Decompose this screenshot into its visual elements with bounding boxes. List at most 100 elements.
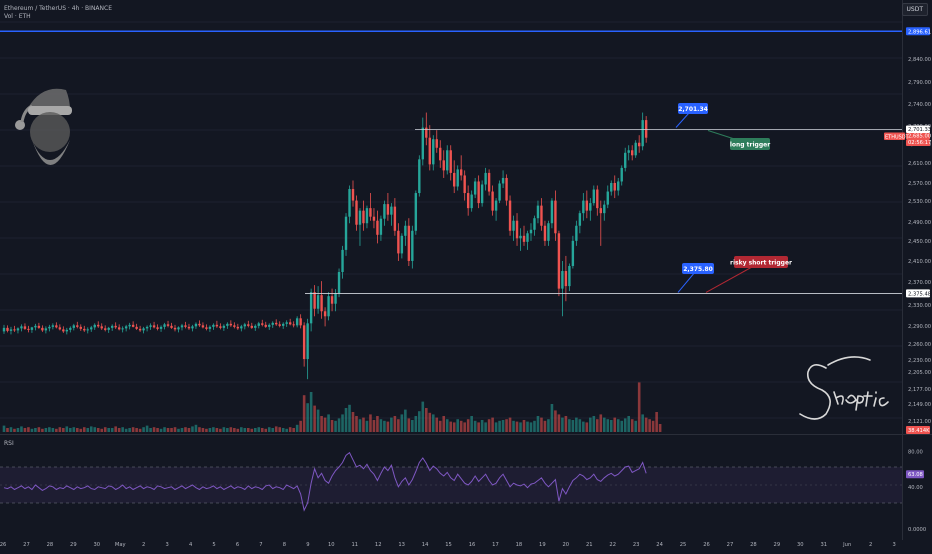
- volume-bar: [442, 416, 446, 432]
- volume-bar: [589, 417, 592, 432]
- short-price-callout-text: 2,375.80: [683, 266, 713, 273]
- volume-bar: [264, 428, 268, 432]
- time-axis-label: 13: [398, 542, 405, 548]
- candle: [603, 204, 606, 214]
- volume-bar: [358, 419, 362, 432]
- volume-bar: [536, 416, 540, 432]
- risky-short-trigger-callout: risky short trigger: [705, 256, 792, 293]
- candle: [250, 325, 253, 328]
- volume-bar: [561, 417, 564, 432]
- time-axis-label: 21: [586, 542, 593, 548]
- volume-tag-box: [906, 426, 930, 434]
- countdown-tag: 02:56:17: [906, 139, 931, 146]
- volume-bar: [27, 427, 30, 432]
- candle: [557, 233, 561, 289]
- volume-bar: [267, 427, 271, 432]
- time-axis-label: 5: [212, 542, 215, 548]
- candle: [9, 329, 13, 331]
- long-price-callout-text: 2,701.34: [678, 106, 708, 113]
- candle: [278, 324, 281, 326]
- long-trigger-callout-box: [730, 138, 770, 150]
- candle: [631, 150, 634, 156]
- candle: [13, 329, 16, 331]
- volume-bar: [219, 428, 222, 432]
- volume-bar: [435, 417, 439, 432]
- candle: [501, 177, 505, 184]
- time-axis-label: 26: [703, 542, 710, 548]
- volume-bar: [355, 416, 358, 432]
- santa-avatar-icon: [15, 88, 72, 165]
- volume-bar: [390, 417, 393, 432]
- candle: [275, 322, 278, 325]
- volume-bar: [470, 416, 473, 432]
- volume-bar: [529, 422, 533, 432]
- time-axis-label: 11: [351, 542, 358, 548]
- volume-bar: [103, 427, 107, 432]
- volume-bar: [82, 427, 86, 432]
- volume-bar: [166, 428, 170, 432]
- candle: [156, 327, 159, 329]
- volume-bar: [226, 428, 229, 432]
- volume-bar: [634, 420, 637, 432]
- candle: [110, 325, 114, 328]
- symbol-tag-text: ETHUSDT: [885, 134, 910, 140]
- volume-bar: [592, 416, 596, 432]
- signature-letters: [833, 391, 889, 411]
- volume-bar: [599, 414, 603, 432]
- volume-bar: [400, 414, 404, 432]
- candle: [379, 218, 383, 235]
- risky-short-trigger-callout-text: risky short trigger: [730, 259, 792, 266]
- candle: [72, 325, 75, 328]
- candle: [44, 328, 48, 331]
- price-tick-label: 2,260.00: [908, 342, 931, 348]
- volume-bar: [365, 420, 369, 432]
- candle: [637, 142, 641, 147]
- lower-level-price-tag-box: [906, 289, 930, 298]
- volume-tag-text: 38.414K: [908, 428, 930, 434]
- volume-bar: [596, 419, 599, 432]
- candle: [16, 328, 20, 331]
- volume-bar: [438, 420, 442, 432]
- long-price-callout-box: [678, 103, 708, 114]
- volume-bar: [187, 428, 191, 432]
- candle: [295, 318, 299, 326]
- candle: [271, 322, 274, 325]
- volume-bar: [58, 427, 62, 432]
- volume-bar: [117, 428, 121, 432]
- candle: [6, 327, 9, 331]
- volume-bar: [515, 421, 519, 432]
- blue-level-price-tag-text: 2,896.61: [908, 29, 931, 35]
- volume-legend[interactable]: Vol · ETH: [4, 13, 31, 20]
- volume-bar: [498, 420, 501, 432]
- volume-bar: [100, 428, 104, 432]
- time-axis-label: 6: [236, 542, 239, 548]
- time-axis-label: 27: [727, 542, 734, 548]
- volume-bar: [547, 419, 550, 432]
- symbol-legend[interactable]: Ethereum / TetherUS · 4h · BINANCE: [4, 5, 113, 12]
- volume-bar: [6, 428, 9, 432]
- volume-bar: [571, 420, 575, 432]
- candle: [37, 325, 41, 328]
- volume-bar: [648, 419, 651, 432]
- time-axis-label: May: [115, 542, 126, 548]
- candle: [306, 323, 309, 360]
- volume-bar: [424, 408, 428, 432]
- lower-level-price-tag: 2,375.48: [906, 289, 931, 298]
- candle: [117, 327, 121, 330]
- candle: [323, 311, 327, 317]
- volume-bar: [138, 428, 142, 432]
- rsi-legend[interactable]: RSI: [4, 440, 14, 447]
- volume-bar: [658, 424, 662, 432]
- price-tick-label: 2,840.00: [908, 57, 931, 63]
- long-price-callout: 2,701.34: [675, 103, 708, 128]
- candle: [233, 325, 236, 327]
- price-tick-label: 2,530.00: [908, 199, 931, 205]
- currency-button[interactable]: USDT: [901, 3, 928, 16]
- candle: [585, 200, 589, 211]
- candle: [247, 324, 250, 326]
- long-trigger-callout: long trigger: [707, 130, 770, 150]
- candle: [554, 200, 557, 234]
- candle: [515, 220, 519, 239]
